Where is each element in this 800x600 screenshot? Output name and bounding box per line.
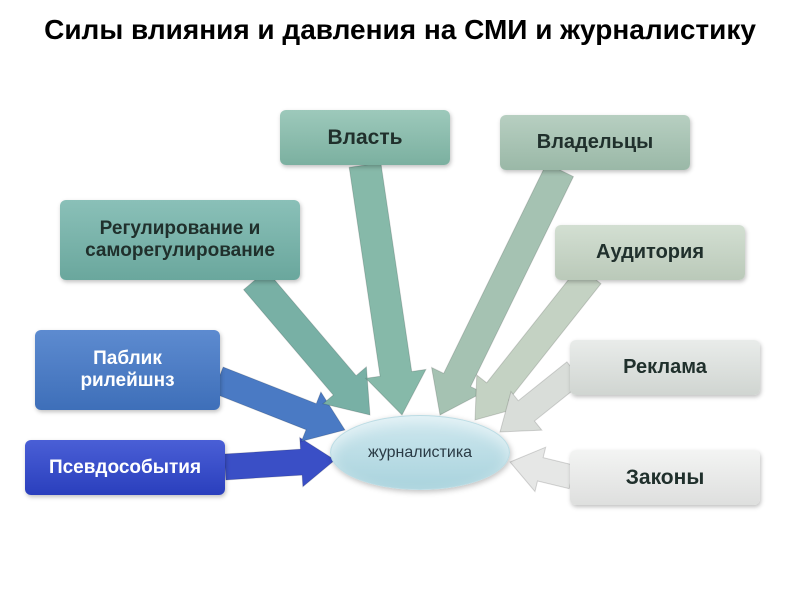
arrow-pseudo	[224, 437, 335, 486]
node-label: Власть	[327, 126, 402, 150]
node-regulation: Регулирование и саморегулирование	[60, 200, 300, 280]
node-label: Регулирование и саморегулирование	[85, 218, 275, 262]
node-label: Псевдособытия	[49, 457, 201, 479]
node-label: Паблик рилейшнз	[80, 348, 174, 392]
central-label: журналистика	[368, 444, 472, 462]
central-node: журналистика	[330, 415, 510, 490]
node-pr: Паблик рилейшнз	[35, 330, 220, 410]
arrow-laws	[510, 447, 575, 491]
node-laws: Законы	[570, 450, 760, 505]
arrow-regulation	[244, 270, 370, 415]
node-label: Законы	[626, 466, 705, 490]
node-label: Аудитория	[596, 241, 704, 264]
arrow-power	[349, 163, 426, 415]
arrow-owners	[432, 163, 574, 415]
node-label: Владельцы	[537, 131, 653, 154]
arrow-pr	[213, 367, 345, 441]
node-owners: Владельцы	[500, 115, 690, 170]
node-audience: Аудитория	[555, 225, 745, 280]
diagram-canvas: журналистика Псевдособытия Паблик рилейшнз…	[0, 0, 800, 600]
node-power: Власть	[280, 110, 450, 165]
node-ads: Реклама	[570, 340, 760, 395]
node-label: Реклама	[623, 356, 707, 379]
arrows-layer	[0, 0, 800, 600]
node-pseudo: Псевдособытия	[25, 440, 225, 495]
